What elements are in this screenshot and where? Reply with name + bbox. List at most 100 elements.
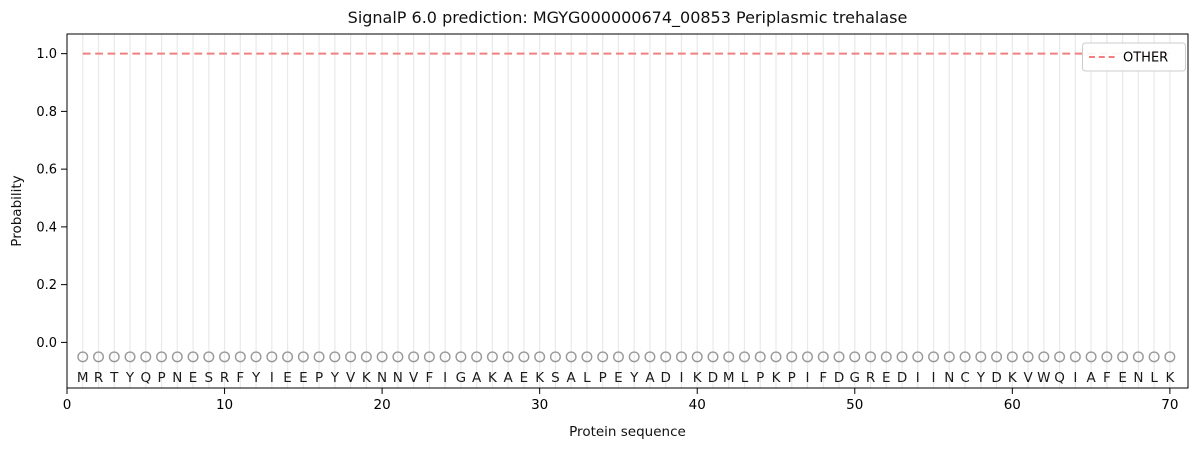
residue-marker — [156, 351, 168, 363]
residue-marker — [612, 351, 624, 363]
residue-letter: E — [283, 370, 292, 386]
residue-marker — [1085, 351, 1097, 363]
residue-marker — [140, 351, 152, 363]
residue-marker — [1022, 351, 1034, 363]
residue-marker — [203, 351, 215, 363]
residue-marker — [1101, 351, 1113, 363]
chart-title: SignalP 6.0 prediction: MGYG000000674_00… — [347, 8, 908, 27]
residue-letter: I — [270, 370, 274, 386]
residue-marker — [833, 351, 845, 363]
residue-letter: D — [708, 370, 718, 386]
legend-label: OTHER — [1123, 51, 1168, 66]
residue-letter: I — [916, 370, 920, 386]
residue-letter: Q — [1054, 370, 1065, 386]
residue-letter: N — [1133, 370, 1143, 386]
residue-marker — [329, 351, 341, 363]
residue-letter: K — [772, 370, 782, 386]
residue-letter: R — [220, 370, 229, 386]
residue-marker — [219, 351, 231, 363]
residue-letter: F — [236, 370, 244, 386]
y-axis-label: Probability — [9, 175, 25, 247]
residue-marker — [376, 351, 388, 363]
residue-marker — [124, 351, 136, 363]
x-tick-label: 60 — [1004, 397, 1021, 413]
residue-letter: W — [1037, 370, 1050, 386]
residue-marker — [345, 351, 357, 363]
residue-marker — [549, 351, 561, 363]
residue-marker — [1132, 351, 1144, 363]
residue-marker — [865, 351, 877, 363]
residue-letter: A — [645, 370, 655, 386]
x-tick-label: 30 — [531, 397, 548, 413]
grid-lines — [82, 34, 1171, 388]
residue-letter: Y — [330, 370, 340, 386]
residue-letter: N — [944, 370, 954, 386]
residue-letter: T — [109, 370, 119, 386]
residue-marker — [912, 351, 924, 363]
residue-marker — [77, 351, 89, 363]
residue-marker — [313, 351, 325, 363]
residue-marker — [975, 351, 987, 363]
residue-letter: M — [723, 370, 735, 386]
residue-letter: E — [1118, 370, 1127, 386]
x-axis-ticks: 0 10 20 30 40 50 60 70 — [63, 388, 1178, 413]
residue-marker — [360, 351, 372, 363]
residue-marker — [786, 351, 798, 363]
legend-box — [1082, 42, 1186, 72]
residue-marker — [1038, 351, 1050, 363]
x-axis-label: Protein sequence — [569, 424, 686, 440]
residue-letter: R — [866, 370, 875, 386]
y-tick-label: 0.6 — [36, 163, 57, 178]
residue-marker — [502, 351, 514, 363]
residue-markers — [77, 351, 1176, 363]
residue-letter: Y — [251, 370, 261, 386]
residue-marker — [1117, 351, 1129, 363]
residue-marker — [486, 351, 498, 363]
x-tick-label: 20 — [374, 397, 391, 413]
residue-marker — [187, 351, 199, 363]
residue-marker — [297, 351, 309, 363]
residue-letter: S — [551, 370, 560, 386]
residue-letter: A — [472, 370, 482, 386]
residue-letter: E — [299, 370, 308, 386]
residue-marker — [518, 351, 530, 363]
residue-letter: L — [741, 370, 749, 386]
residue-marker — [691, 351, 703, 363]
residue-marker — [471, 351, 483, 363]
residue-letter: V — [409, 370, 419, 386]
residue-marker — [408, 351, 420, 363]
residue-letter: V — [1023, 370, 1033, 386]
residue-marker — [534, 351, 546, 363]
residue-letter: G — [456, 370, 466, 386]
residue-marker — [991, 351, 1003, 363]
residue-marker — [234, 351, 246, 363]
residue-letter: F — [425, 370, 433, 386]
residue-letter: I — [1073, 370, 1077, 386]
y-tick-label: 0.4 — [36, 220, 57, 235]
residue-marker — [644, 351, 656, 363]
y-axis-ticks: 0.0 0.2 0.4 0.6 0.8 1.0 — [36, 47, 67, 351]
residue-letter: D — [661, 370, 671, 386]
residue-letter: A — [504, 370, 514, 386]
residue-marker — [754, 351, 766, 363]
residue-letter: E — [189, 370, 198, 386]
residue-letter: D — [991, 370, 1001, 386]
residue-letter: K — [362, 370, 372, 386]
residue-letter: P — [315, 370, 323, 386]
residue-marker — [943, 351, 955, 363]
x-tick-label: 0 — [63, 397, 72, 413]
residue-letter: K — [1165, 370, 1175, 386]
residue-marker — [928, 351, 940, 363]
residue-letter: P — [157, 370, 165, 386]
residue-marker — [266, 351, 278, 363]
residue-marker — [93, 351, 105, 363]
residue-letter: Q — [140, 370, 151, 386]
y-tick-label: 1.0 — [36, 47, 57, 62]
residue-letter: G — [850, 370, 860, 386]
y-tick-label: 0.0 — [36, 336, 57, 351]
residue-letter: A — [1086, 370, 1096, 386]
residue-marker — [250, 351, 262, 363]
y-tick-label: 0.2 — [36, 278, 57, 293]
